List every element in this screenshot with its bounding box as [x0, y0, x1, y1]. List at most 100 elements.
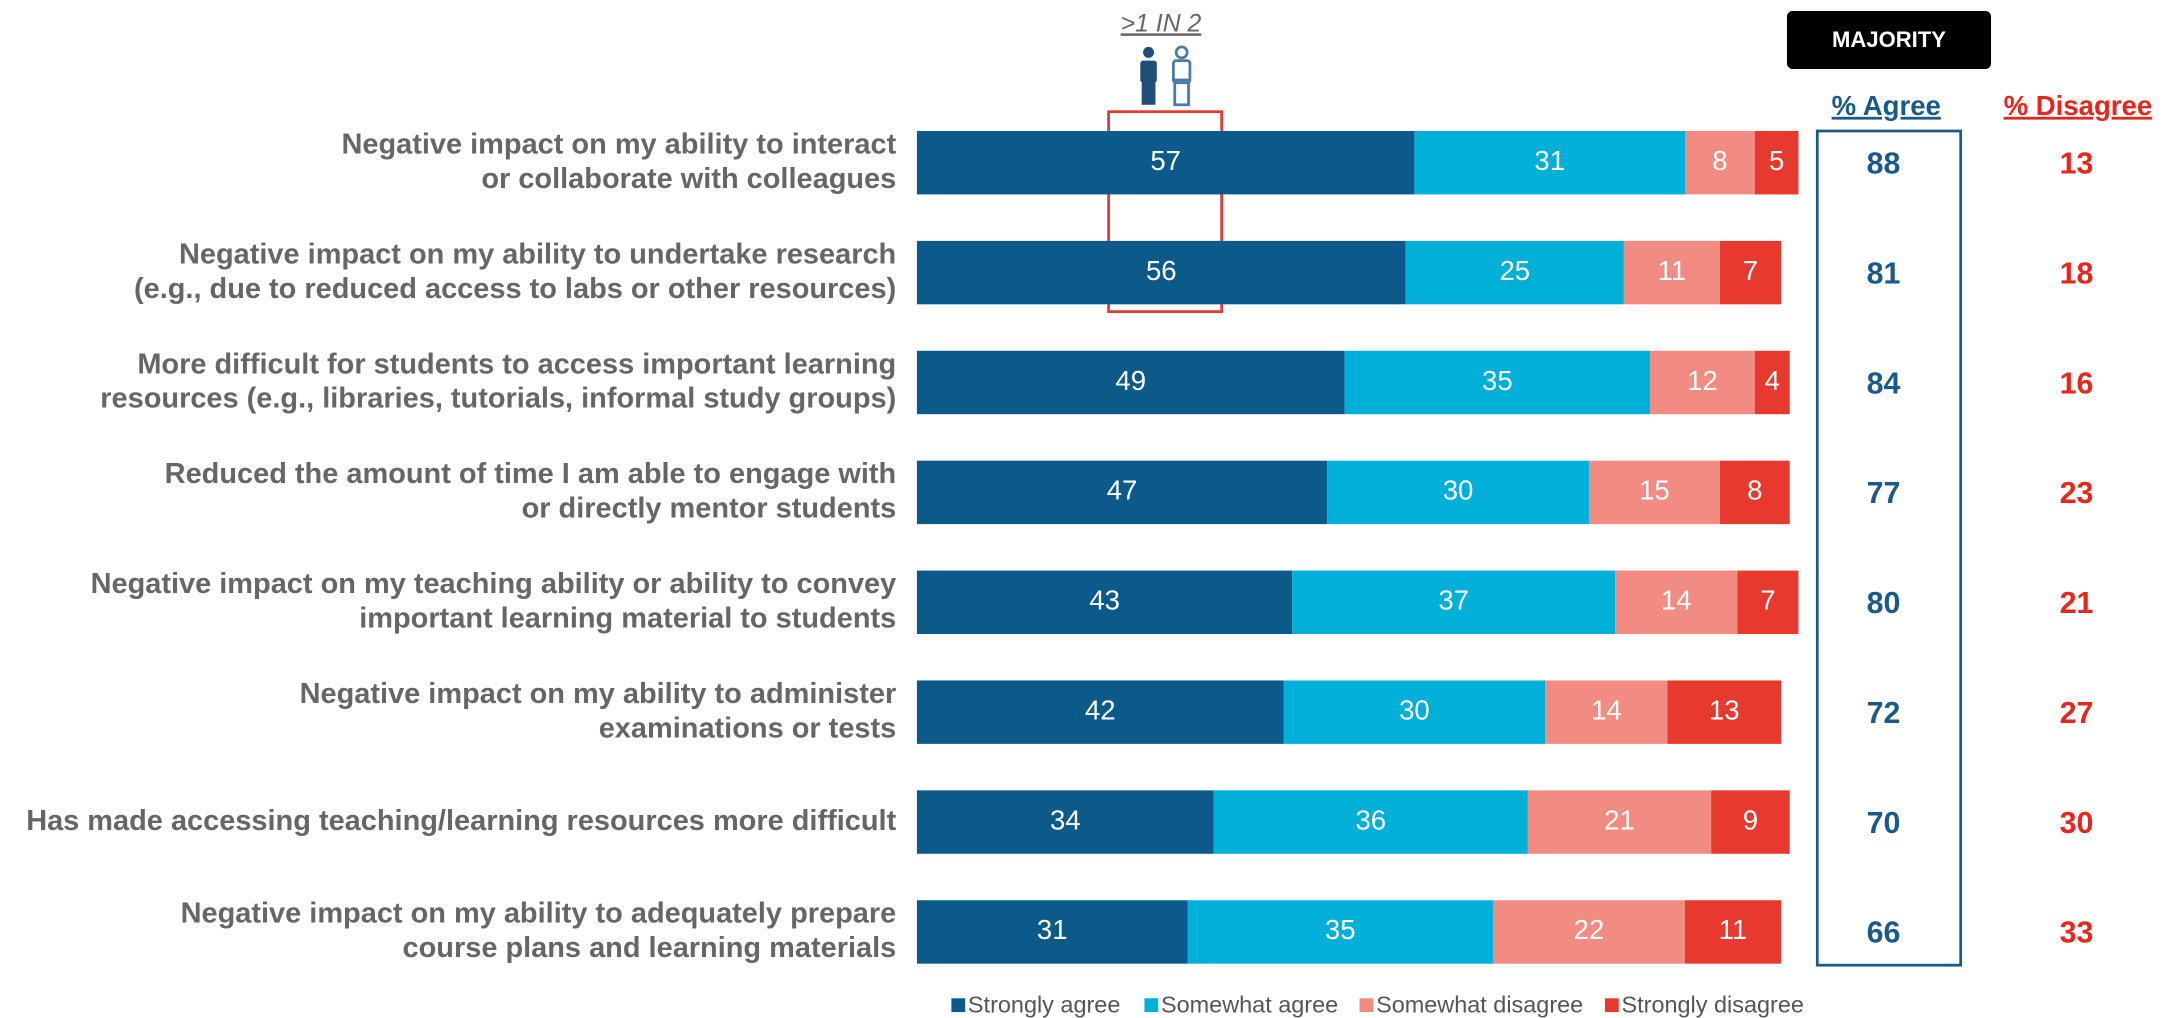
bar-segment — [1684, 900, 1781, 964]
majority-badge — [1786, 11, 1992, 69]
agree-header: % Agree — [1832, 90, 1941, 121]
agree-value: 66 — [1867, 917, 1901, 950]
legend-label: Somewhat agree — [1161, 992, 1338, 1018]
bar-segment — [1615, 570, 1738, 634]
agree-box — [1815, 129, 1963, 967]
bar-value-label: 4 — [1765, 365, 1780, 396]
bar-value-label: 21 — [1604, 804, 1635, 835]
bar-value-label: 30 — [1443, 475, 1474, 506]
annotation: >1 IN 2 — [1121, 10, 1202, 37]
bar-value-label: 57 — [1150, 145, 1181, 176]
bar-value-label: 47 — [1107, 475, 1138, 506]
disagree-value: 21 — [2060, 587, 2094, 620]
category-label: Negative impact on my ability to underta… — [134, 238, 896, 304]
bar-segment — [1711, 790, 1790, 854]
disagree-value: 27 — [2060, 697, 2094, 730]
bar-segment — [1545, 680, 1668, 744]
legend-swatch — [1359, 998, 1374, 1013]
people-icon — [1172, 45, 1192, 107]
bar-value-label: 13 — [1709, 694, 1740, 725]
legend-label: Strongly agree — [968, 992, 1120, 1018]
bar-segment — [1283, 680, 1546, 744]
bar-value-label: 36 — [1355, 804, 1386, 835]
legend-label: Strongly disagree — [1622, 992, 1804, 1018]
category-label: More difficult for students to access im… — [100, 348, 896, 414]
bar-segment — [916, 900, 1188, 964]
bar-segment — [1737, 570, 1799, 634]
category-label: Negative impact on my teaching ability o… — [91, 568, 897, 634]
agree-value: 81 — [1867, 257, 1901, 290]
bar-value-label: 35 — [1482, 365, 1513, 396]
bar-segment — [1754, 350, 1790, 415]
bar-segment — [1292, 570, 1616, 634]
majority-label: MAJORITY — [1832, 27, 1946, 52]
bar-value-label: 49 — [1115, 365, 1146, 396]
bar-value-label: 37 — [1438, 585, 1469, 616]
bar-segment — [916, 130, 1415, 195]
bar-segment — [1327, 460, 1589, 525]
bar-segment — [916, 570, 1293, 634]
category-label: Has made accessing teaching/learning res… — [26, 805, 896, 837]
bar-segment — [1414, 130, 1685, 195]
bar-value-label: 56 — [1146, 255, 1177, 286]
bar-value-label: 12 — [1687, 365, 1718, 396]
bar-value-label: 8 — [1712, 145, 1727, 176]
bar-value-label: 43 — [1089, 585, 1120, 616]
bar-segment — [916, 460, 1328, 525]
bar-segment — [1623, 240, 1720, 305]
category-label: Negative impact on my ability to adequat… — [181, 897, 897, 963]
bar-value-label: 9 — [1743, 804, 1758, 835]
category-label: Negative impact on my ability to adminis… — [300, 678, 897, 744]
disagree-header: % Disagree — [2004, 90, 2153, 121]
legend-swatch — [1144, 998, 1159, 1013]
legend-swatch — [951, 998, 966, 1013]
legend-swatch — [1604, 998, 1619, 1013]
bar-segment — [1754, 130, 1799, 195]
bar-segment — [1213, 790, 1528, 854]
bar-segment — [1492, 900, 1685, 964]
disagree-value: 18 — [2060, 257, 2094, 290]
bar-value-label: 22 — [1574, 914, 1605, 945]
bar-segment — [1650, 350, 1755, 415]
disagree-value: 30 — [2060, 807, 2094, 840]
agree-value: 84 — [1867, 367, 1901, 400]
bar-value-label: 31 — [1037, 914, 1068, 945]
bar-value-label: 30 — [1399, 694, 1430, 725]
category-label: Negative impact on my ability to interac… — [341, 128, 896, 194]
bar-segment — [1344, 350, 1651, 415]
bar-segment — [1187, 900, 1493, 964]
bar-value-label: 7 — [1760, 585, 1775, 616]
agree-value: 77 — [1867, 477, 1901, 510]
bar-value-label: 7 — [1743, 255, 1758, 286]
bar-segment — [1719, 240, 1781, 305]
bar-value-label: 15 — [1639, 475, 1670, 506]
agree-value: 88 — [1867, 147, 1901, 180]
bar-value-label: 8 — [1747, 475, 1762, 506]
bar-value-label: 31 — [1534, 145, 1565, 176]
bar-value-label: 5 — [1769, 145, 1784, 176]
people-icon — [1140, 46, 1157, 105]
agree-value: 70 — [1867, 807, 1901, 840]
category-label: Reduced the amount of time I am able to … — [165, 458, 897, 524]
bar-segment — [1527, 790, 1712, 854]
bar-segment — [1588, 460, 1720, 525]
disagree-value: 23 — [2060, 477, 2094, 510]
bar-segment — [1667, 680, 1781, 744]
disagree-value: 13 — [2060, 147, 2094, 180]
bar-value-label: 14 — [1661, 585, 1692, 616]
disagree-value: 33 — [2060, 917, 2094, 950]
bar-segment — [1719, 460, 1790, 525]
bar-value-label: 25 — [1499, 255, 1530, 286]
bar-segment — [916, 680, 1284, 744]
bar-segment — [1405, 240, 1624, 305]
agree-value: 72 — [1867, 697, 1901, 730]
highlight-box — [1107, 110, 1224, 313]
bar-value-label: 42 — [1085, 694, 1116, 725]
agree-value: 80 — [1867, 587, 1901, 620]
bar-segment — [1684, 130, 1755, 195]
bar-value-label: 11 — [1719, 914, 1748, 945]
bar-value-label: 11 — [1658, 255, 1687, 286]
bar-value-label: 35 — [1325, 914, 1356, 945]
